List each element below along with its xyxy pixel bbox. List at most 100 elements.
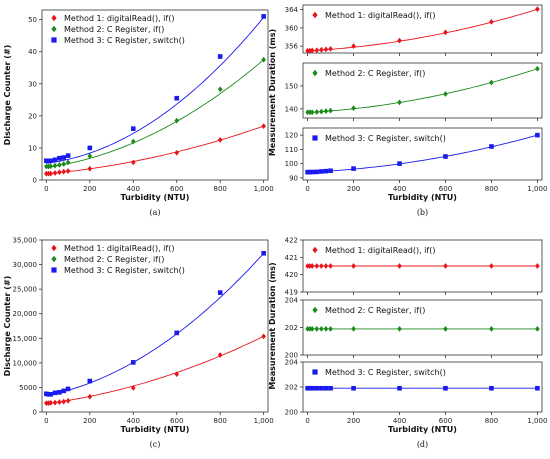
- 0-y-tick-label: 30: [28, 80, 37, 88]
- 2-x-tick-label: 1,000: [254, 417, 274, 425]
- 3-data-point: [319, 263, 324, 269]
- 0-data-point: [65, 168, 71, 174]
- 1-fit-line: [307, 68, 538, 113]
- 3-data-point: [535, 263, 540, 269]
- 0-data-point: [61, 155, 67, 160]
- 2-data-point: [87, 378, 93, 384]
- 0-x-tick-label: 1,000: [254, 185, 274, 193]
- 3-data-point: [489, 385, 494, 391]
- 1-data-point: [535, 132, 540, 138]
- 1-data-point: [328, 46, 333, 52]
- panel-d-subplot-frame: [302, 239, 543, 293]
- panel-a-legend-marker: [51, 37, 57, 43]
- 1-x-tick-label: 0: [305, 185, 309, 193]
- panel-b-subplot-frame: [302, 127, 543, 181]
- 3-y-tick-label: 204: [285, 359, 299, 367]
- 1-data-point: [489, 79, 494, 86]
- 3-y-tick-label: 422: [285, 237, 298, 245]
- 0-data-point: [65, 159, 71, 166]
- 3-data-point: [397, 385, 402, 391]
- 0-data-point: [65, 153, 71, 158]
- 2-x-tick-label: 600: [170, 417, 183, 425]
- 2-y-tick-label: 15,000: [13, 335, 38, 343]
- panel-b-legend-marker: [312, 135, 318, 141]
- 1-data-point: [328, 168, 333, 174]
- 0-fit-line: [46, 59, 264, 168]
- 2-data-point: [217, 352, 223, 358]
- 2-data-point: [48, 400, 53, 406]
- panel-c-legend-marker: [51, 255, 57, 263]
- 1-data-point: [314, 47, 320, 54]
- 1-data-point: [397, 37, 402, 44]
- 2-x-tick-label: 800: [214, 417, 227, 425]
- 0-x-tick-label: 400: [127, 185, 140, 193]
- 2-data-point: [57, 399, 62, 406]
- panel-b-label: (b): [417, 208, 428, 217]
- 3-x-tick-label: 1,000: [527, 417, 547, 425]
- panel-c-legend-label: Method 1: digitalRead(), if(): [64, 244, 174, 253]
- 3-data-point: [443, 385, 448, 391]
- 2-data-point: [261, 250, 266, 256]
- 1-data-point: [309, 47, 315, 54]
- 3-data-point: [535, 326, 540, 332]
- panel-d-x-axis-title: Turbidity (NTU): [388, 425, 457, 434]
- 1-data-point: [323, 46, 329, 53]
- 2-data-point: [52, 390, 58, 396]
- 3-x-tick-label: 200: [347, 417, 360, 425]
- panel-c-legend-marker: [51, 244, 57, 252]
- 1-data-point: [309, 169, 315, 175]
- 3-y-tick-label: 204: [285, 297, 299, 305]
- 2-data-point: [174, 330, 180, 336]
- panel-c-axes-frame: [41, 239, 269, 413]
- panel-b-y-axis-title: Measurement Duration (ms): [268, 29, 277, 156]
- panel-b-subplot-frame: [302, 62, 543, 119]
- 2-fit-line: [46, 252, 265, 397]
- 3-data-point: [443, 326, 448, 332]
- 0-data-point: [52, 157, 58, 163]
- 2-data-point: [61, 398, 67, 405]
- 2-y-tick-label: 20,000: [13, 310, 38, 318]
- panel-d-legend-label: Method 2: C Register, if(): [325, 306, 425, 315]
- 3-data-point: [328, 385, 333, 391]
- 1-y-tick-label: 150: [285, 82, 298, 90]
- 3-data-point: [314, 263, 320, 269]
- 0-data-point: [57, 169, 62, 176]
- 0-x-tick-label: 600: [170, 185, 183, 193]
- 3-y-tick-label: 419: [285, 289, 298, 297]
- 3-y-tick-label: 200: [285, 409, 298, 417]
- panel-d-legend-marker: [312, 246, 318, 254]
- 0-data-point: [130, 126, 136, 131]
- panel-b-legend-marker: [312, 69, 318, 77]
- 0-data-point: [130, 138, 136, 145]
- 1-data-point: [351, 43, 356, 50]
- 2-y-tick-label: 0: [33, 409, 37, 417]
- 0-x-tick-label: 0: [44, 185, 48, 193]
- panel-a-y-axis-title: Discharge Counter (#): [3, 45, 12, 146]
- 0-data-point: [261, 123, 266, 129]
- 1-data-point: [314, 169, 320, 175]
- 2-fit-line: [46, 335, 264, 405]
- panel-c-x-axis-title: Turbidity (NTU): [121, 425, 190, 434]
- 2-data-point: [61, 388, 67, 394]
- 3-data-point: [309, 263, 315, 269]
- panel-a-x-axis-title: Turbidity (NTU): [121, 193, 190, 202]
- 3-y-tick-label: 202: [285, 324, 298, 332]
- 2-data-point: [217, 290, 223, 295]
- 1-x-tick-label: 1,000: [527, 185, 547, 193]
- 2-data-point: [65, 397, 71, 404]
- 2-y-tick-label: 30,000: [13, 261, 38, 269]
- 0-data-point: [174, 95, 180, 101]
- 3-data-point: [489, 326, 494, 332]
- 3-data-point: [314, 326, 320, 332]
- 0-y-tick-label: 0: [33, 177, 37, 185]
- 3-data-point: [535, 385, 540, 391]
- 3-data-point: [351, 326, 356, 332]
- 2-data-point: [57, 390, 62, 395]
- 3-data-point: [323, 326, 329, 332]
- panel-a-legend-label: Method 2: C Register, if(): [64, 25, 164, 34]
- 0-data-point: [174, 149, 180, 156]
- 0-data-point: [87, 153, 93, 159]
- 2-x-tick-label: 200: [83, 417, 96, 425]
- 0-data-point: [57, 162, 62, 168]
